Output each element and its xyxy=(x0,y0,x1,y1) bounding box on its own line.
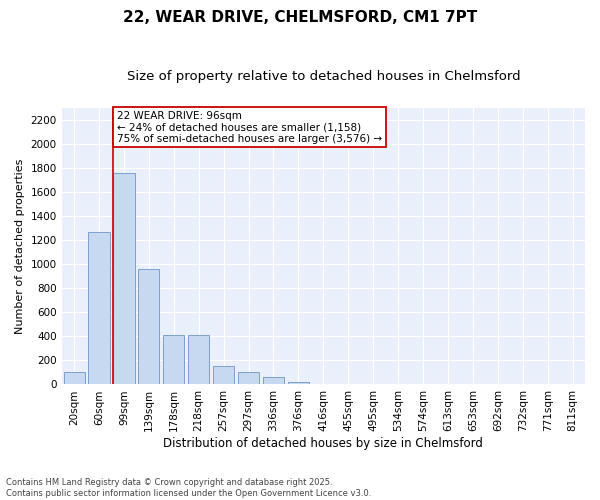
Bar xyxy=(113,172,134,384)
Text: 22, WEAR DRIVE, CHELMSFORD, CM1 7PT: 22, WEAR DRIVE, CHELMSFORD, CM1 7PT xyxy=(123,10,477,25)
Title: Size of property relative to detached houses in Chelmsford: Size of property relative to detached ho… xyxy=(127,70,520,83)
Bar xyxy=(88,232,110,384)
X-axis label: Distribution of detached houses by size in Chelmsford: Distribution of detached houses by size … xyxy=(163,437,483,450)
Bar xyxy=(64,372,85,384)
Bar xyxy=(163,335,184,384)
Bar xyxy=(138,269,160,384)
Text: 22 WEAR DRIVE: 96sqm
← 24% of detached houses are smaller (1,158)
75% of semi-de: 22 WEAR DRIVE: 96sqm ← 24% of detached h… xyxy=(117,110,382,144)
Bar xyxy=(213,366,234,384)
Text: Contains HM Land Registry data © Crown copyright and database right 2025.
Contai: Contains HM Land Registry data © Crown c… xyxy=(6,478,371,498)
Bar xyxy=(288,382,309,384)
Y-axis label: Number of detached properties: Number of detached properties xyxy=(15,158,25,334)
Bar xyxy=(188,335,209,384)
Bar xyxy=(263,377,284,384)
Bar xyxy=(238,372,259,384)
